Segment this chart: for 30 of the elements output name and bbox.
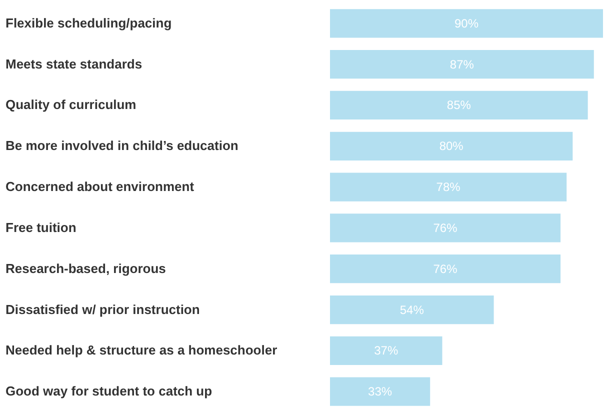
data-label: 76% xyxy=(433,220,458,235)
bar xyxy=(330,172,567,202)
bar xyxy=(330,90,588,120)
bar xyxy=(330,50,594,79)
bar xyxy=(330,214,561,242)
y-tick-label: Quality of curriculum xyxy=(6,97,136,112)
data-label: 80% xyxy=(439,139,464,154)
bar xyxy=(330,9,603,38)
bar xyxy=(330,254,561,284)
data-label: 37% xyxy=(374,344,398,358)
y-tick-label: Be more involved in child’s education xyxy=(6,138,238,154)
data-label: 33% xyxy=(368,384,392,399)
bar xyxy=(330,377,430,406)
y-tick-label: Meets state standards xyxy=(6,56,142,72)
bar xyxy=(330,132,573,160)
y-tick-label: Research-based, rigorous xyxy=(6,260,166,276)
y-tick-label: Needed help & structure as a homeschooler xyxy=(6,342,278,358)
y-tick-label: Dissatisfied w/ prior instruction xyxy=(6,302,200,317)
y-tick-label: Good way for student to catch up xyxy=(6,384,212,399)
bar xyxy=(330,336,442,365)
data-label: 87% xyxy=(450,57,474,72)
bar xyxy=(330,295,494,324)
data-label: 54% xyxy=(400,302,424,317)
y-tick-label: Concerned about environment xyxy=(6,179,195,194)
y-tick-label: Flexible scheduling/pacing xyxy=(6,15,172,30)
data-label: 76% xyxy=(433,262,458,276)
data-label: 85% xyxy=(446,98,472,112)
y-tick-label: Free tuition xyxy=(6,220,76,235)
data-label: 78% xyxy=(436,180,461,194)
data-label: 90% xyxy=(454,16,479,30)
